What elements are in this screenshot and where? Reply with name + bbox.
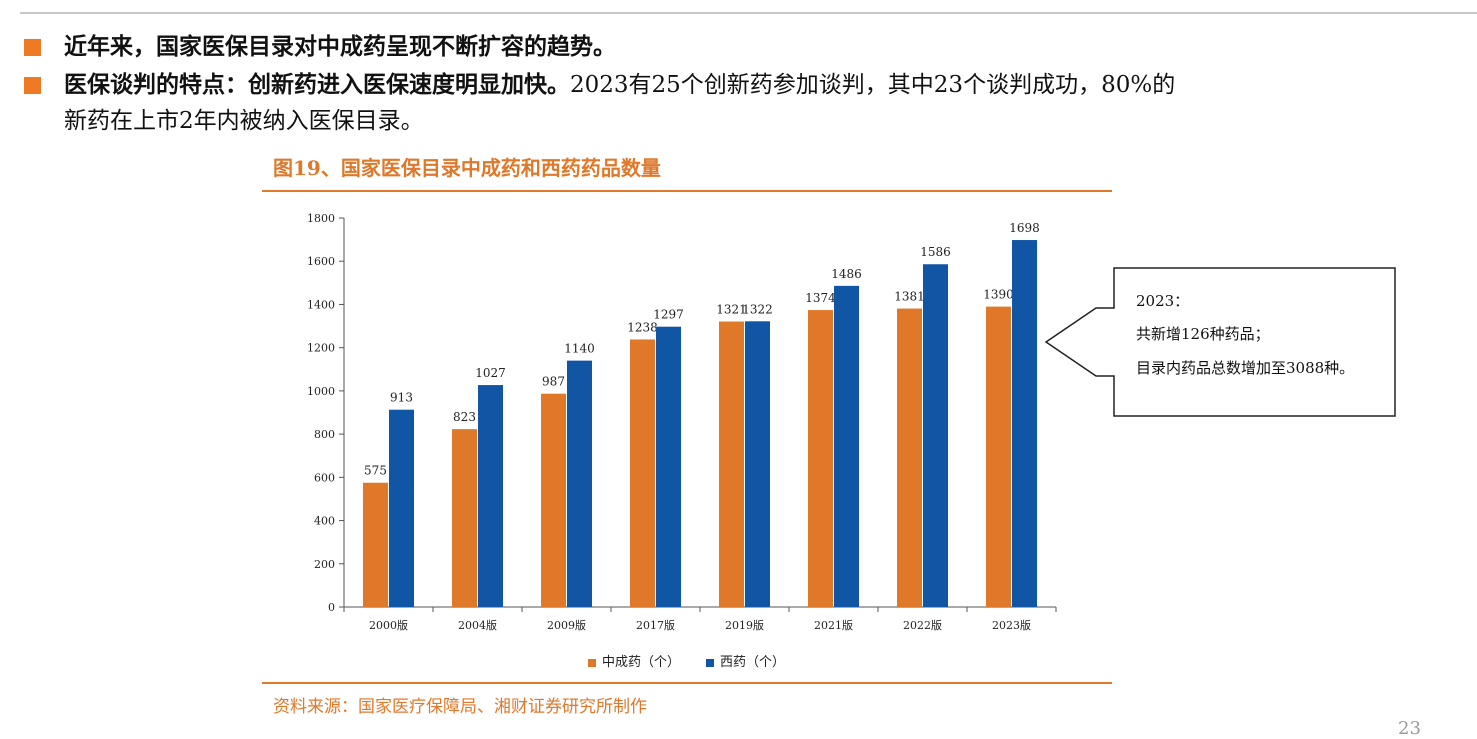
legend-label-tcm: 中成药（个） — [602, 655, 681, 670]
x-tick-label: 2021版 — [814, 618, 853, 632]
top-divider — [20, 12, 1477, 14]
data-label-western: 1140 — [564, 342, 595, 356]
x-tick-label: 2004版 — [458, 618, 497, 632]
figure-bottom-rule — [262, 682, 1112, 684]
bar-western — [1012, 240, 1037, 607]
x-tick-label: 2022版 — [903, 618, 942, 632]
bar-tcm — [719, 321, 744, 607]
bar-western — [478, 385, 503, 607]
bar-tcm — [808, 310, 833, 607]
bar-tcm — [986, 306, 1011, 607]
data-label-tcm: 823 — [453, 410, 476, 424]
data-label-western: 1027 — [475, 366, 506, 380]
bar-western — [923, 264, 948, 607]
x-tick-label: 2019版 — [725, 618, 764, 632]
data-label-western: 1698 — [1009, 221, 1040, 235]
bar-tcm — [630, 339, 655, 607]
data-label-western: 913 — [390, 391, 413, 405]
data-label-tcm: 1374 — [805, 291, 836, 305]
y-tick-label: 800 — [314, 428, 335, 441]
data-label-tcm: 1321 — [716, 303, 747, 317]
bar-western — [567, 360, 592, 607]
y-tick-label: 0 — [328, 601, 335, 614]
source-note: 资料来源：国家医疗保障局、湘财证券研究所制作 — [273, 697, 647, 717]
data-label-western: 1486 — [831, 267, 862, 281]
bar-tcm — [541, 393, 566, 607]
bullet-text-2-continued: 新药在上市2年内被纳入医保目录。 — [64, 108, 424, 134]
y-tick-label: 1000 — [307, 385, 335, 398]
bar-tcm — [363, 482, 388, 607]
callout-arrow-box — [1044, 267, 1396, 417]
y-tick-label: 1600 — [307, 255, 335, 268]
x-tick-label: 2023版 — [992, 618, 1031, 632]
bullet-square-icon — [24, 39, 41, 56]
legend-label-western: 西药（个） — [720, 655, 786, 670]
x-tick-label: 2009版 — [547, 618, 586, 632]
bar-western — [745, 321, 770, 607]
bullet-square-icon — [24, 77, 41, 94]
y-tick-label: 1800 — [307, 212, 335, 225]
data-label-tcm: 1238 — [627, 320, 658, 334]
legend-item-western: 西药（个） — [706, 651, 785, 670]
legend-item-tcm: 中成药（个） — [588, 651, 680, 670]
page-number: 23 — [1398, 718, 1421, 739]
bar-western — [834, 285, 859, 607]
callout-line-1: 2023： — [1136, 292, 1190, 310]
data-label-tcm: 1390 — [983, 288, 1014, 302]
figure-top-rule — [262, 190, 1112, 192]
bullet-text-1: 近年来，国家医保目录对中成药呈现不断扩容的趋势。 — [64, 33, 616, 60]
y-tick-label: 200 — [314, 558, 335, 571]
bar-chart: 0 200 400 600 800 1000 1200 1400 1600 1800 575 913 2… — [307, 212, 1057, 632]
bar-tcm — [452, 429, 477, 607]
data-label-tcm: 987 — [542, 375, 565, 389]
legend-swatch-tcm — [588, 658, 596, 667]
x-tick-label: 2017版 — [636, 618, 675, 632]
data-label-tcm: 1381 — [894, 290, 925, 304]
bar-western — [389, 409, 414, 607]
data-label-western: 1322 — [742, 302, 773, 316]
bullet-text-2: 医保谈判的特点：创新药进入医保速度明显加快。2023有25个创新药参加谈判，其中… — [64, 68, 1175, 102]
bar-western — [656, 326, 681, 607]
data-label-tcm: 575 — [364, 464, 387, 478]
bar-tcm — [897, 308, 922, 607]
callout-line-3: 目录内药品总数增加至3088种。 — [1136, 359, 1355, 377]
y-tick-label: 600 — [314, 471, 335, 484]
bullet-text-2-normal: 2023有25个创新药参加谈判，其中23个谈判成功，80%的 — [570, 72, 1176, 98]
legend-swatch-western — [706, 658, 714, 667]
y-tick-label: 1400 — [307, 298, 335, 311]
data-label-western: 1297 — [653, 308, 684, 322]
x-tick-label: 2000版 — [369, 618, 408, 632]
bullet-text-2-bold: 医保谈判的特点：创新药进入医保速度明显加快。 — [64, 71, 570, 98]
callout-line-2: 共新增126种药品； — [1136, 325, 1270, 343]
data-label-western: 1586 — [920, 245, 951, 259]
figure-title: 图19、国家医保目录中成药和西药药品数量 — [273, 156, 661, 180]
y-tick-label: 400 — [314, 515, 335, 528]
y-tick-label: 1200 — [307, 342, 335, 355]
